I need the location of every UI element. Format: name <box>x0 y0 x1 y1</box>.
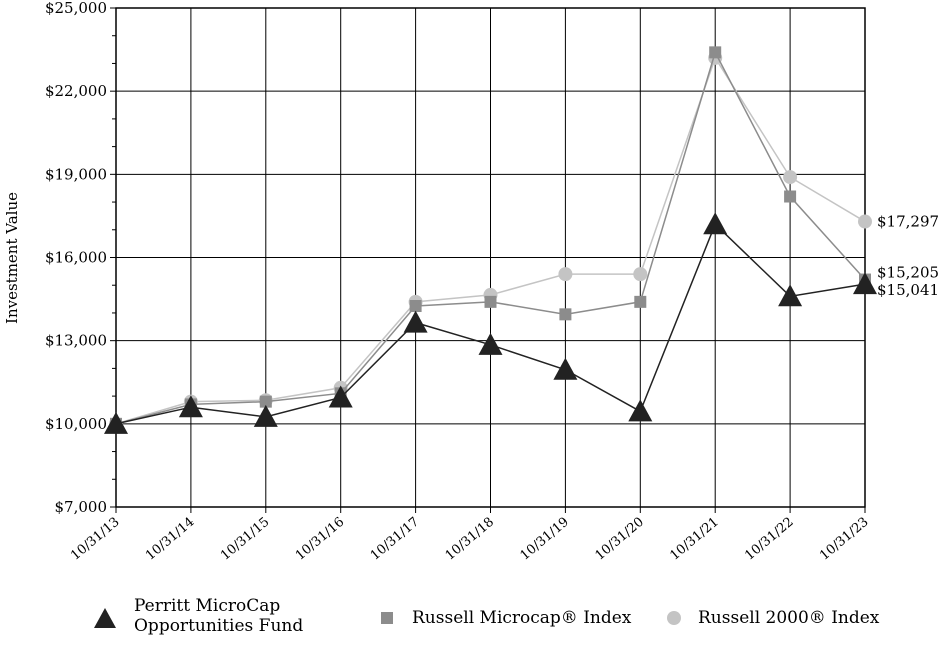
y-axis: $7,000 $10,000 $13,000 $16,000 $19,000 $22,00… <box>45 0 116 516</box>
legend-label-fund-line1: Perritt MicroCap <box>134 596 281 616</box>
y-axis-title: Investment Value <box>3 192 21 324</box>
y-tick-label: $10,000 <box>45 415 107 433</box>
line-chart: $7,000 $10,000 $13,000 $16,000 $19,000 $22,00… <box>3 0 939 564</box>
circle-marker <box>858 214 872 229</box>
legend-label-r2000: Russell 2000® Index <box>698 608 880 628</box>
circle-marker <box>783 170 798 185</box>
y-tick-label: $22,000 <box>45 82 107 100</box>
triangle-marker <box>853 272 877 295</box>
grid-lines <box>115 7 866 508</box>
y-tick-label: $25,000 <box>45 0 107 17</box>
x-tick-label: 10/31/18 <box>443 515 497 564</box>
end-value-label: $15,041 <box>877 281 939 299</box>
end-value-label: $15,205 <box>877 264 939 282</box>
x-tick-label: 10/31/22 <box>742 515 796 564</box>
triangle-marker-icon <box>94 608 116 628</box>
triangle-marker <box>253 404 278 427</box>
x-tick-label: 10/31/15 <box>218 515 272 564</box>
square-marker <box>559 308 572 321</box>
square-marker <box>634 295 647 308</box>
square-marker <box>409 300 422 313</box>
y-tick-label: $16,000 <box>45 249 107 267</box>
series-group <box>104 46 877 434</box>
triangle-marker <box>478 332 503 355</box>
x-tick-label: 10/31/14 <box>143 515 197 564</box>
legend: Perritt MicroCap Opportunities Fund Russ… <box>0 596 952 645</box>
triangle-marker <box>628 399 653 422</box>
circle-marker <box>633 267 648 282</box>
triangle-marker <box>403 310 428 333</box>
y-tick-label: $7,000 <box>55 498 108 516</box>
legend-label-fund-line2: Opportunities Fund <box>134 616 304 636</box>
circle-marker <box>558 267 573 282</box>
x-tick-label: 10/31/16 <box>293 515 347 564</box>
triangle-marker <box>553 357 578 380</box>
square-marker <box>259 395 272 408</box>
x-tick-label: 10/31/20 <box>592 515 646 564</box>
x-tick-label: 10/31/13 <box>68 515 122 564</box>
triangle-marker <box>703 212 728 235</box>
x-tick-label: 10/31/23 <box>817 515 871 564</box>
end-value-labels: $15,041$15,205 $17,297 <box>877 213 939 300</box>
triangle-marker <box>778 284 803 307</box>
triangle-marker <box>178 395 203 418</box>
triangle-marker <box>328 385 353 408</box>
square-marker-icon <box>381 612 393 624</box>
legend-label-fund: Perritt MicroCap Opportunities Fund <box>134 596 303 636</box>
end-value-label: $17,297 <box>877 213 939 231</box>
series-triangle <box>104 212 877 434</box>
circle-marker-icon <box>667 611 681 625</box>
triangle-marker <box>104 411 128 434</box>
square-marker <box>709 46 722 59</box>
x-tick-label: 10/31/17 <box>368 515 422 564</box>
y-tick-label: $13,000 <box>45 332 107 350</box>
x-tick-label: 10/31/19 <box>518 515 572 564</box>
legend-label-microcap: Russell Microcap® Index <box>412 608 632 628</box>
legend-item-r2000: Russell 2000® Index <box>666 608 879 628</box>
legend-item-microcap: Russell Microcap® Index <box>380 608 631 628</box>
square-marker <box>784 190 797 203</box>
x-tick-label: 10/31/21 <box>667 515 721 564</box>
y-tick-label: $19,000 <box>45 165 107 183</box>
legend-item-fund: Perritt MicroCap Opportunities Fund <box>92 596 303 636</box>
x-axis: 10/31/13 10/31/14 10/31/15 10/31/16 10/31/17… <box>68 507 872 564</box>
square-marker <box>484 295 497 308</box>
